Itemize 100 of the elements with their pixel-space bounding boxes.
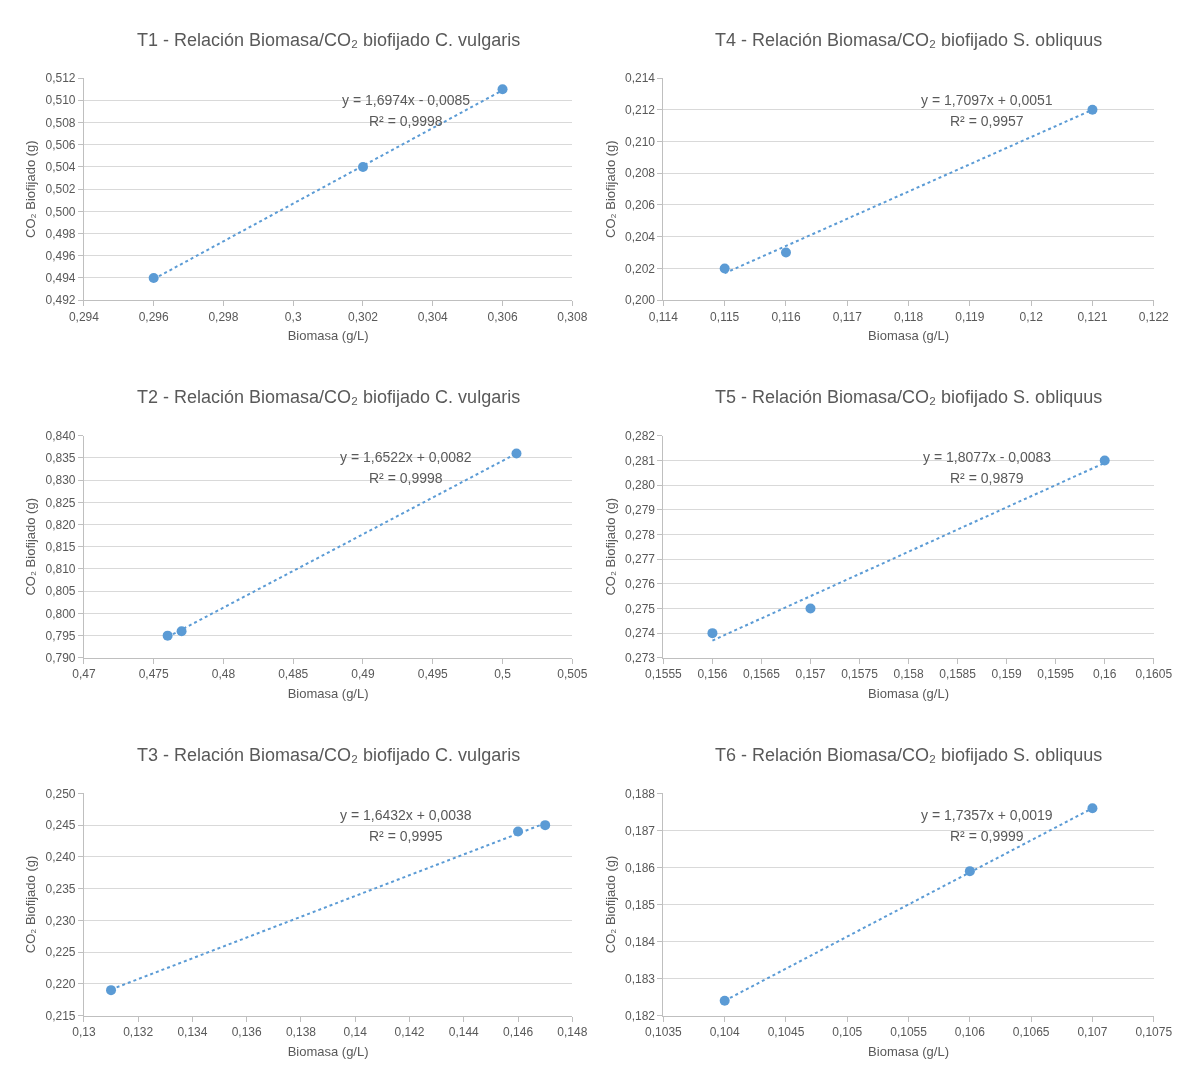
y-tick-label: 0,214 <box>624 71 656 86</box>
x-tick-label: 0,122 <box>1138 309 1170 324</box>
x-tick-label: 0,306 <box>487 309 518 324</box>
chart-title: T1 - Relación Biomasa/CO₂ biofijado C. vulgaris <box>137 30 521 50</box>
annotation: R² = 0,9995 <box>369 828 443 844</box>
x-axis-title: Biomasa (g/L) <box>868 1043 950 1059</box>
x-tick-label: 0,132 <box>123 1024 154 1039</box>
point <box>707 628 718 639</box>
x-tick-label: 0,148 <box>557 1024 588 1039</box>
x-tick-label: 0,298 <box>208 309 239 324</box>
y-tick-label: 0,498 <box>45 226 76 241</box>
x-tick-label: 0,304 <box>417 309 449 324</box>
x-tick-label: 0,1575 <box>841 667 879 682</box>
y-tick-label: 0,183 <box>624 971 656 986</box>
x-axis-title: Biomasa (g/L) <box>868 685 950 701</box>
y-tick-label: 0,182 <box>624 1008 656 1023</box>
y-tick-label: 0,185 <box>624 897 656 912</box>
chart-title: T4 - Relación Biomasa/CO₂ biofijado S. obliquus <box>715 30 1103 50</box>
y-tick-label: 0,805 <box>45 584 76 599</box>
point <box>719 995 730 1006</box>
x-tick-label: 0,14 <box>343 1024 368 1039</box>
y-tick-label: 0,800 <box>45 606 76 621</box>
x-tick-label: 0,1065 <box>1012 1024 1050 1039</box>
point <box>1087 803 1098 814</box>
x-tick-label: 0,159 <box>991 667 1022 682</box>
x-tick-label: 0,308 <box>557 309 588 324</box>
x-tick-label: 0,485 <box>278 667 309 682</box>
x-tick-label: 0,136 <box>231 1024 263 1039</box>
chart-title: T5 - Relación Biomasa/CO₂ biofijado S. obliquus <box>715 387 1103 407</box>
x-axis-title: Biomasa (g/L) <box>287 328 369 344</box>
y-tick-label: 0,282 <box>624 428 656 443</box>
y-tick-label: 0,250 <box>45 786 76 801</box>
y-tick-label: 0,510 <box>45 93 76 108</box>
chart-title: T2 - Relación Biomasa/CO₂ biofijado C. vulgaris <box>137 387 521 407</box>
x-tick-label: 0,1035 <box>645 1024 683 1039</box>
y-tick-label: 0,512 <box>45 71 76 86</box>
y-tick-label: 0,496 <box>45 248 76 263</box>
annotation: y = 1,7357x + 0,0019 <box>921 807 1053 823</box>
y-axis-title: CO₂ Biofijado (g) <box>602 498 618 596</box>
x-tick-label: 0,157 <box>795 667 826 682</box>
y-tick-label: 0,274 <box>624 626 656 641</box>
y-tick-label: 0,790 <box>45 651 76 666</box>
annotation: R² = 0,9998 <box>369 113 443 129</box>
point <box>805 603 816 614</box>
y-tick-label: 0,835 <box>45 451 76 466</box>
annotation: y = 1,6432x + 0,0038 <box>340 807 472 823</box>
y-tick-label: 0,220 <box>45 976 76 991</box>
point <box>780 247 791 258</box>
y-tick-label: 0,494 <box>45 271 76 286</box>
y-tick-label: 0,235 <box>45 881 76 896</box>
y-tick-label: 0,795 <box>45 628 76 643</box>
y-tick-label: 0,280 <box>624 478 656 493</box>
y-tick-label: 0,506 <box>45 137 76 152</box>
annotation: R² = 0,9957 <box>950 113 1024 129</box>
x-tick-label: 0,13 <box>72 1024 96 1039</box>
x-tick-label: 0,294 <box>68 309 100 324</box>
y-tick-label: 0,206 <box>624 198 656 213</box>
x-tick-label: 0,5 <box>494 667 512 682</box>
y-axis-title: CO₂ Biofijado (g) <box>23 140 39 238</box>
x-tick-label: 0,142 <box>394 1024 425 1039</box>
point <box>964 866 975 877</box>
y-tick-label: 0,210 <box>624 134 656 149</box>
y-tick-label: 0,230 <box>45 913 76 928</box>
x-tick-label: 0,495 <box>417 667 449 682</box>
y-tick-label: 0,200 <box>624 293 656 308</box>
x-tick-label: 0,12 <box>1019 309 1044 324</box>
y-tick-label: 0,204 <box>624 229 656 244</box>
x-tick-label: 0,121 <box>1077 309 1108 324</box>
point <box>1099 455 1110 466</box>
x-tick-label: 0,114 <box>648 309 679 324</box>
annotation: y = 1,8077x - 0,0083 <box>923 449 1052 465</box>
annotation: R² = 0,9999 <box>950 828 1024 844</box>
y-tick-label: 0,225 <box>45 945 76 960</box>
x-tick-label: 0,119 <box>955 309 985 324</box>
chart-title: T6 - Relación Biomasa/CO₂ biofijado S. obliquus <box>715 745 1103 765</box>
x-tick-label: 0,117 <box>832 309 863 324</box>
y-tick-label: 0,188 <box>624 786 656 801</box>
annotation: y = 1,7097x + 0,0051 <box>921 92 1053 108</box>
x-tick-label: 0,144 <box>448 1024 480 1039</box>
y-tick-label: 0,508 <box>45 115 76 130</box>
y-tick-label: 0,278 <box>624 527 656 542</box>
annotation: y = 1,6522x + 0,0082 <box>340 449 472 465</box>
y-tick-label: 0,208 <box>624 166 656 181</box>
x-tick-label: 0,158 <box>893 667 924 682</box>
point <box>719 263 730 274</box>
x-tick-label: 0,49 <box>351 667 375 682</box>
x-tick-label: 0,105 <box>832 1024 863 1039</box>
annotation: R² = 0,9879 <box>950 470 1024 486</box>
y-axis-title: CO₂ Biofijado (g) <box>602 140 618 238</box>
x-tick-label: 0,475 <box>138 667 170 682</box>
x-tick-label: 0,1565 <box>743 667 781 682</box>
x-tick-label: 0,107 <box>1077 1024 1108 1039</box>
x-tick-label: 0,1555 <box>645 667 683 682</box>
x-tick-label: 0,104 <box>709 1024 741 1039</box>
y-axis-title: CO₂ Biofijado (g) <box>23 855 39 954</box>
y-tick-label: 0,212 <box>624 103 656 117</box>
y-tick-label: 0,500 <box>45 204 76 219</box>
x-tick-label: 0,134 <box>177 1024 208 1039</box>
y-tick-label: 0,276 <box>624 577 656 592</box>
y-tick-label: 0,186 <box>624 860 656 875</box>
